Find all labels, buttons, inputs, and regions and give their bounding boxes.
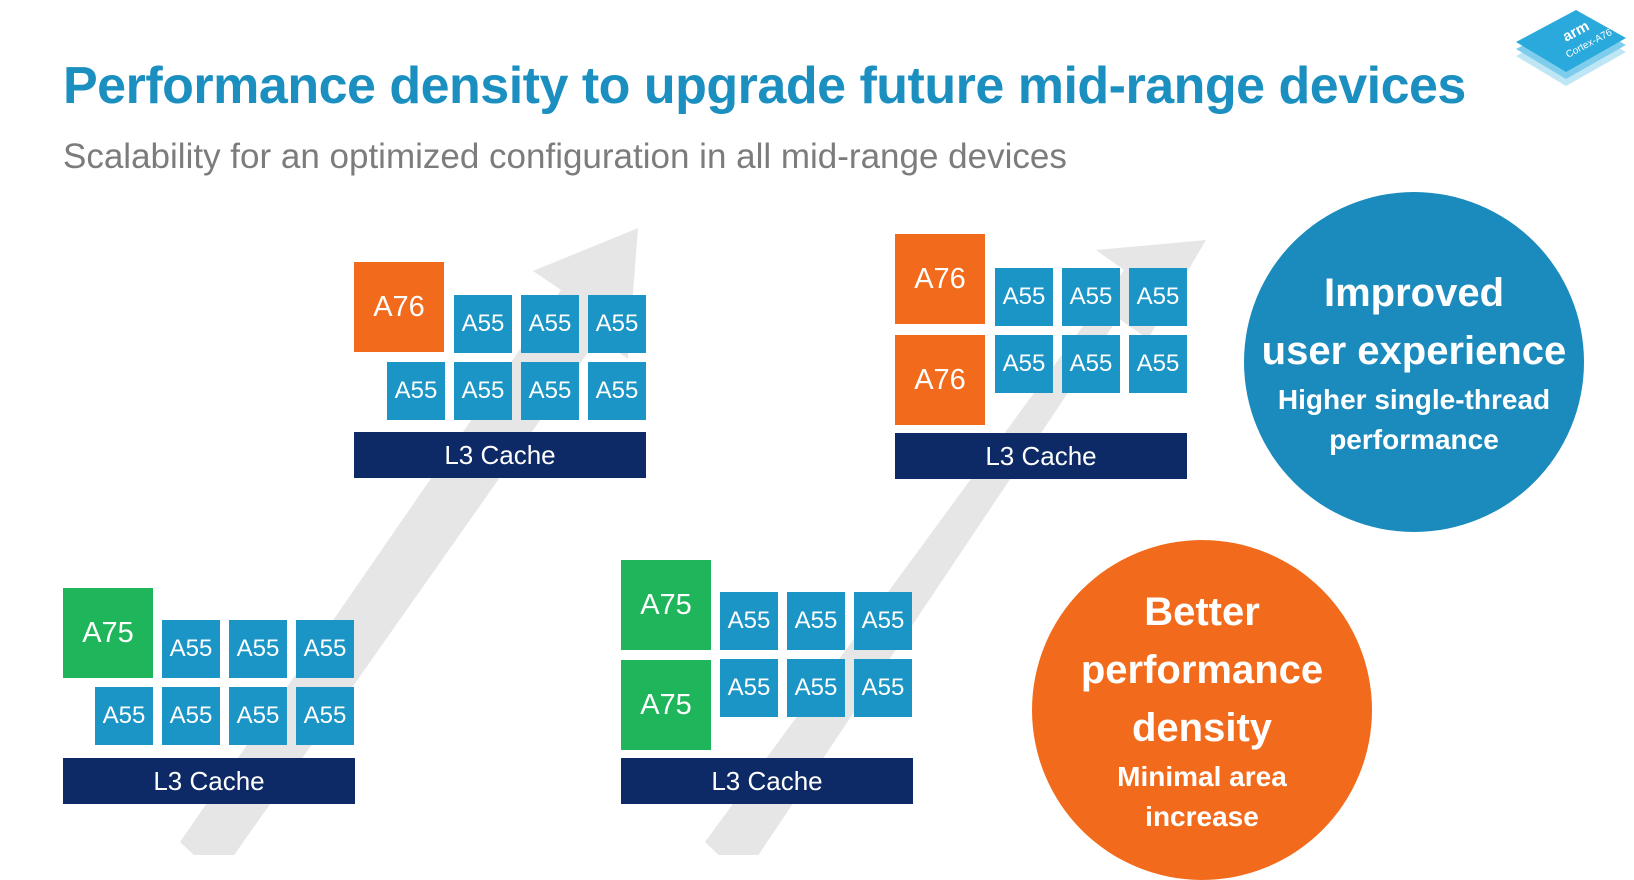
callout-subtext: increase [1145, 801, 1259, 832]
callout-subtext: Minimal area [1117, 761, 1287, 792]
better-performance-density-callout: Better performance density Minimal area … [1032, 540, 1372, 880]
big-core-a76: A76 [895, 234, 985, 324]
little-core-a55: A55 [854, 592, 912, 650]
big-core-a75: A75 [621, 560, 711, 650]
callout-heading: user experience [1261, 329, 1567, 373]
little-core-a55: A55 [296, 620, 354, 678]
little-core-a55: A55 [162, 620, 220, 678]
callout-heading: Better [1144, 590, 1260, 634]
little-core-a55: A55 [1062, 268, 1120, 326]
big-core-a75: A75 [621, 660, 711, 750]
big-core-a76: A76 [354, 262, 444, 352]
little-core-a55: A55 [387, 362, 445, 420]
big-core-a75: A75 [63, 588, 153, 678]
l3-cache-bar: L3 Cache [621, 758, 913, 804]
little-core-a55: A55 [854, 659, 912, 717]
little-core-a55: A55 [588, 295, 646, 353]
callout-heading: density [1131, 706, 1273, 750]
little-core-a55: A55 [588, 362, 646, 420]
page-subtitle: Scalability for an optimized configurati… [63, 137, 1067, 176]
little-core-a55: A55 [1129, 268, 1187, 326]
little-core-a55: A55 [1129, 335, 1187, 393]
l3-cache-bar: L3 Cache [63, 758, 355, 804]
little-core-a55: A55 [787, 592, 845, 650]
little-core-a55: A55 [162, 687, 220, 745]
little-core-a55: A55 [95, 687, 153, 745]
little-core-a55: A55 [521, 362, 579, 420]
improved-user-experience-callout: Improved user experience Higher single-t… [1244, 192, 1584, 532]
callout-heading: performance [1080, 648, 1324, 692]
callout-heading: Improved [1323, 271, 1505, 315]
little-core-a55: A55 [720, 659, 778, 717]
little-core-a55: A55 [296, 687, 354, 745]
l3-cache-bar: L3 Cache [354, 432, 646, 478]
little-core-a55: A55 [995, 268, 1053, 326]
page-title: Performance density to upgrade future mi… [63, 57, 1466, 115]
little-core-a55: A55 [454, 362, 512, 420]
callout-subtext: performance [1329, 424, 1499, 455]
little-core-a55: A55 [521, 295, 579, 353]
little-core-a55: A55 [720, 592, 778, 650]
little-core-a55: A55 [454, 295, 512, 353]
l3-cache-bar: L3 Cache [895, 433, 1187, 479]
little-core-a55: A55 [229, 687, 287, 745]
big-core-a76: A76 [895, 335, 985, 425]
little-core-a55: A55 [229, 620, 287, 678]
little-core-a55: A55 [1062, 335, 1120, 393]
arm-cortex-a76-logo: arm Cortex-A76 [1516, 10, 1626, 86]
little-core-a55: A55 [995, 335, 1053, 393]
callout-subtext: Higher single-thread [1277, 384, 1551, 415]
little-core-a55: A55 [787, 659, 845, 717]
